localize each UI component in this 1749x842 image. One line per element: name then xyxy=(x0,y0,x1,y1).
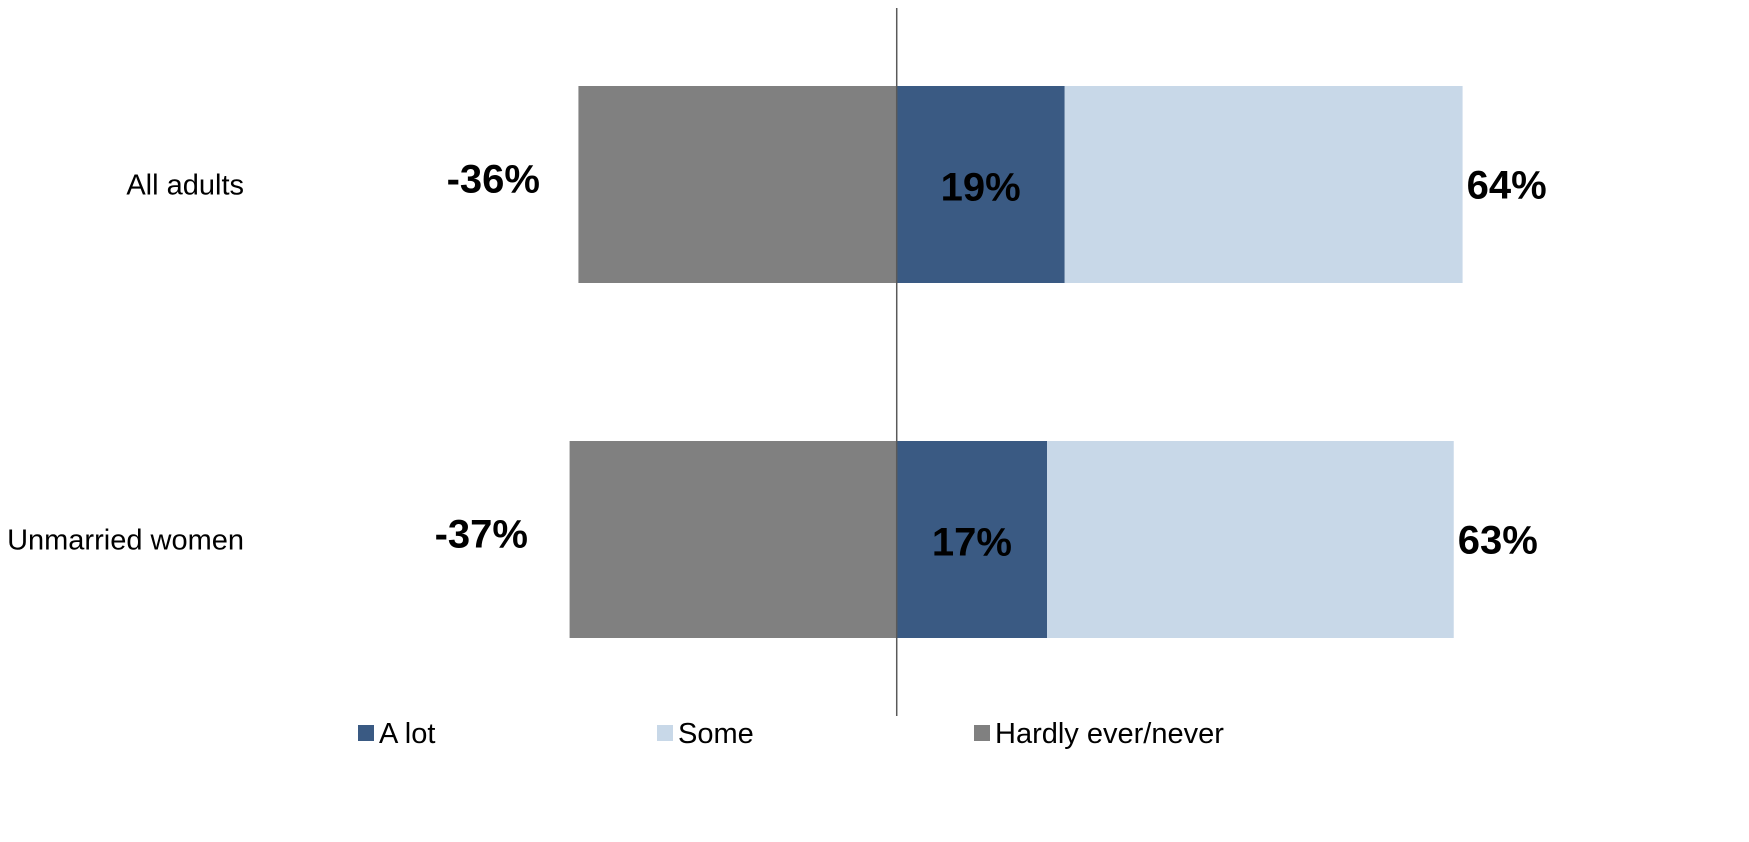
value-label-a-lot: 19% xyxy=(941,166,1021,210)
legend-swatch-hardly-ever-never xyxy=(974,725,990,741)
bar-some xyxy=(1064,86,1463,283)
value-label-positive-total: 64% xyxy=(1467,164,1547,208)
bars-layer xyxy=(569,86,1463,638)
bar-a-lot xyxy=(896,86,1065,283)
labels-layer: All adults -36% 19% 64% Unmarried women -37% 1… xyxy=(7,158,1547,565)
legend-label-hardly-ever-never: Hardly ever/never xyxy=(995,718,1224,750)
value-label-hardly-ever-never: -36% xyxy=(447,158,540,202)
category-label: Unmarried women xyxy=(7,525,244,557)
bar-hardly-ever-never xyxy=(569,441,897,638)
bar-hardly-ever-never xyxy=(578,86,897,283)
bar-a-lot xyxy=(896,441,1048,638)
legend-swatch-some xyxy=(657,725,673,741)
legend-label-some: Some xyxy=(678,718,754,750)
legend-label-a-lot: A lot xyxy=(379,718,435,750)
legend: A lot Some Hardly ever/never xyxy=(358,718,1224,750)
legend-swatch-a-lot xyxy=(358,725,374,741)
bar-some xyxy=(1047,441,1454,638)
category-label: All adults xyxy=(126,170,244,202)
value-label-hardly-ever-never: -37% xyxy=(435,513,528,557)
value-label-a-lot: 17% xyxy=(932,521,1012,565)
value-label-positive-total: 63% xyxy=(1458,519,1538,563)
